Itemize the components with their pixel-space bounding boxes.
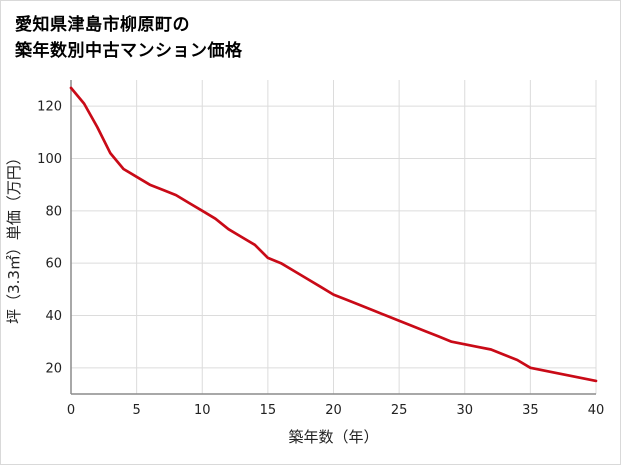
x-tick-label: 30 [456, 403, 473, 418]
y-axis-label: 坪（3.3㎡）単価（万円） [5, 150, 23, 324]
y-tick-label: 40 [45, 309, 62, 324]
y-tick-label: 100 [37, 152, 62, 167]
chart-title-line2: 築年数別中古マンション価格 [15, 40, 243, 61]
y-tick-label: 80 [45, 204, 62, 219]
x-tick-label: 10 [194, 403, 211, 418]
x-tick-label: 15 [260, 403, 277, 418]
price-line [69, 86, 598, 383]
x-tick-label: 20 [325, 403, 342, 418]
y-tick-label: 120 [37, 100, 62, 115]
x-tick-label: 0 [67, 403, 75, 418]
chart-title: 愛知県津島市柳原町の 築年数別中古マンション価格 [1, 1, 620, 66]
y-tick-label: 60 [45, 257, 62, 272]
x-axis-label: 築年数（年） [288, 428, 378, 446]
x-tick-label: 5 [132, 403, 140, 418]
x-tick-label: 25 [391, 403, 408, 418]
y-tick-label: 20 [45, 361, 62, 376]
line-chart: 0 5 10 15 20 25 30 35 40 20 40 60 80 100 120 築年数（年） 坪（3.… [5, 80, 605, 446]
x-tick-label: 40 [588, 403, 605, 418]
x-tick-label: 35 [522, 403, 539, 418]
chart-title-line1: 愛知県津島市柳原町の [15, 15, 190, 35]
